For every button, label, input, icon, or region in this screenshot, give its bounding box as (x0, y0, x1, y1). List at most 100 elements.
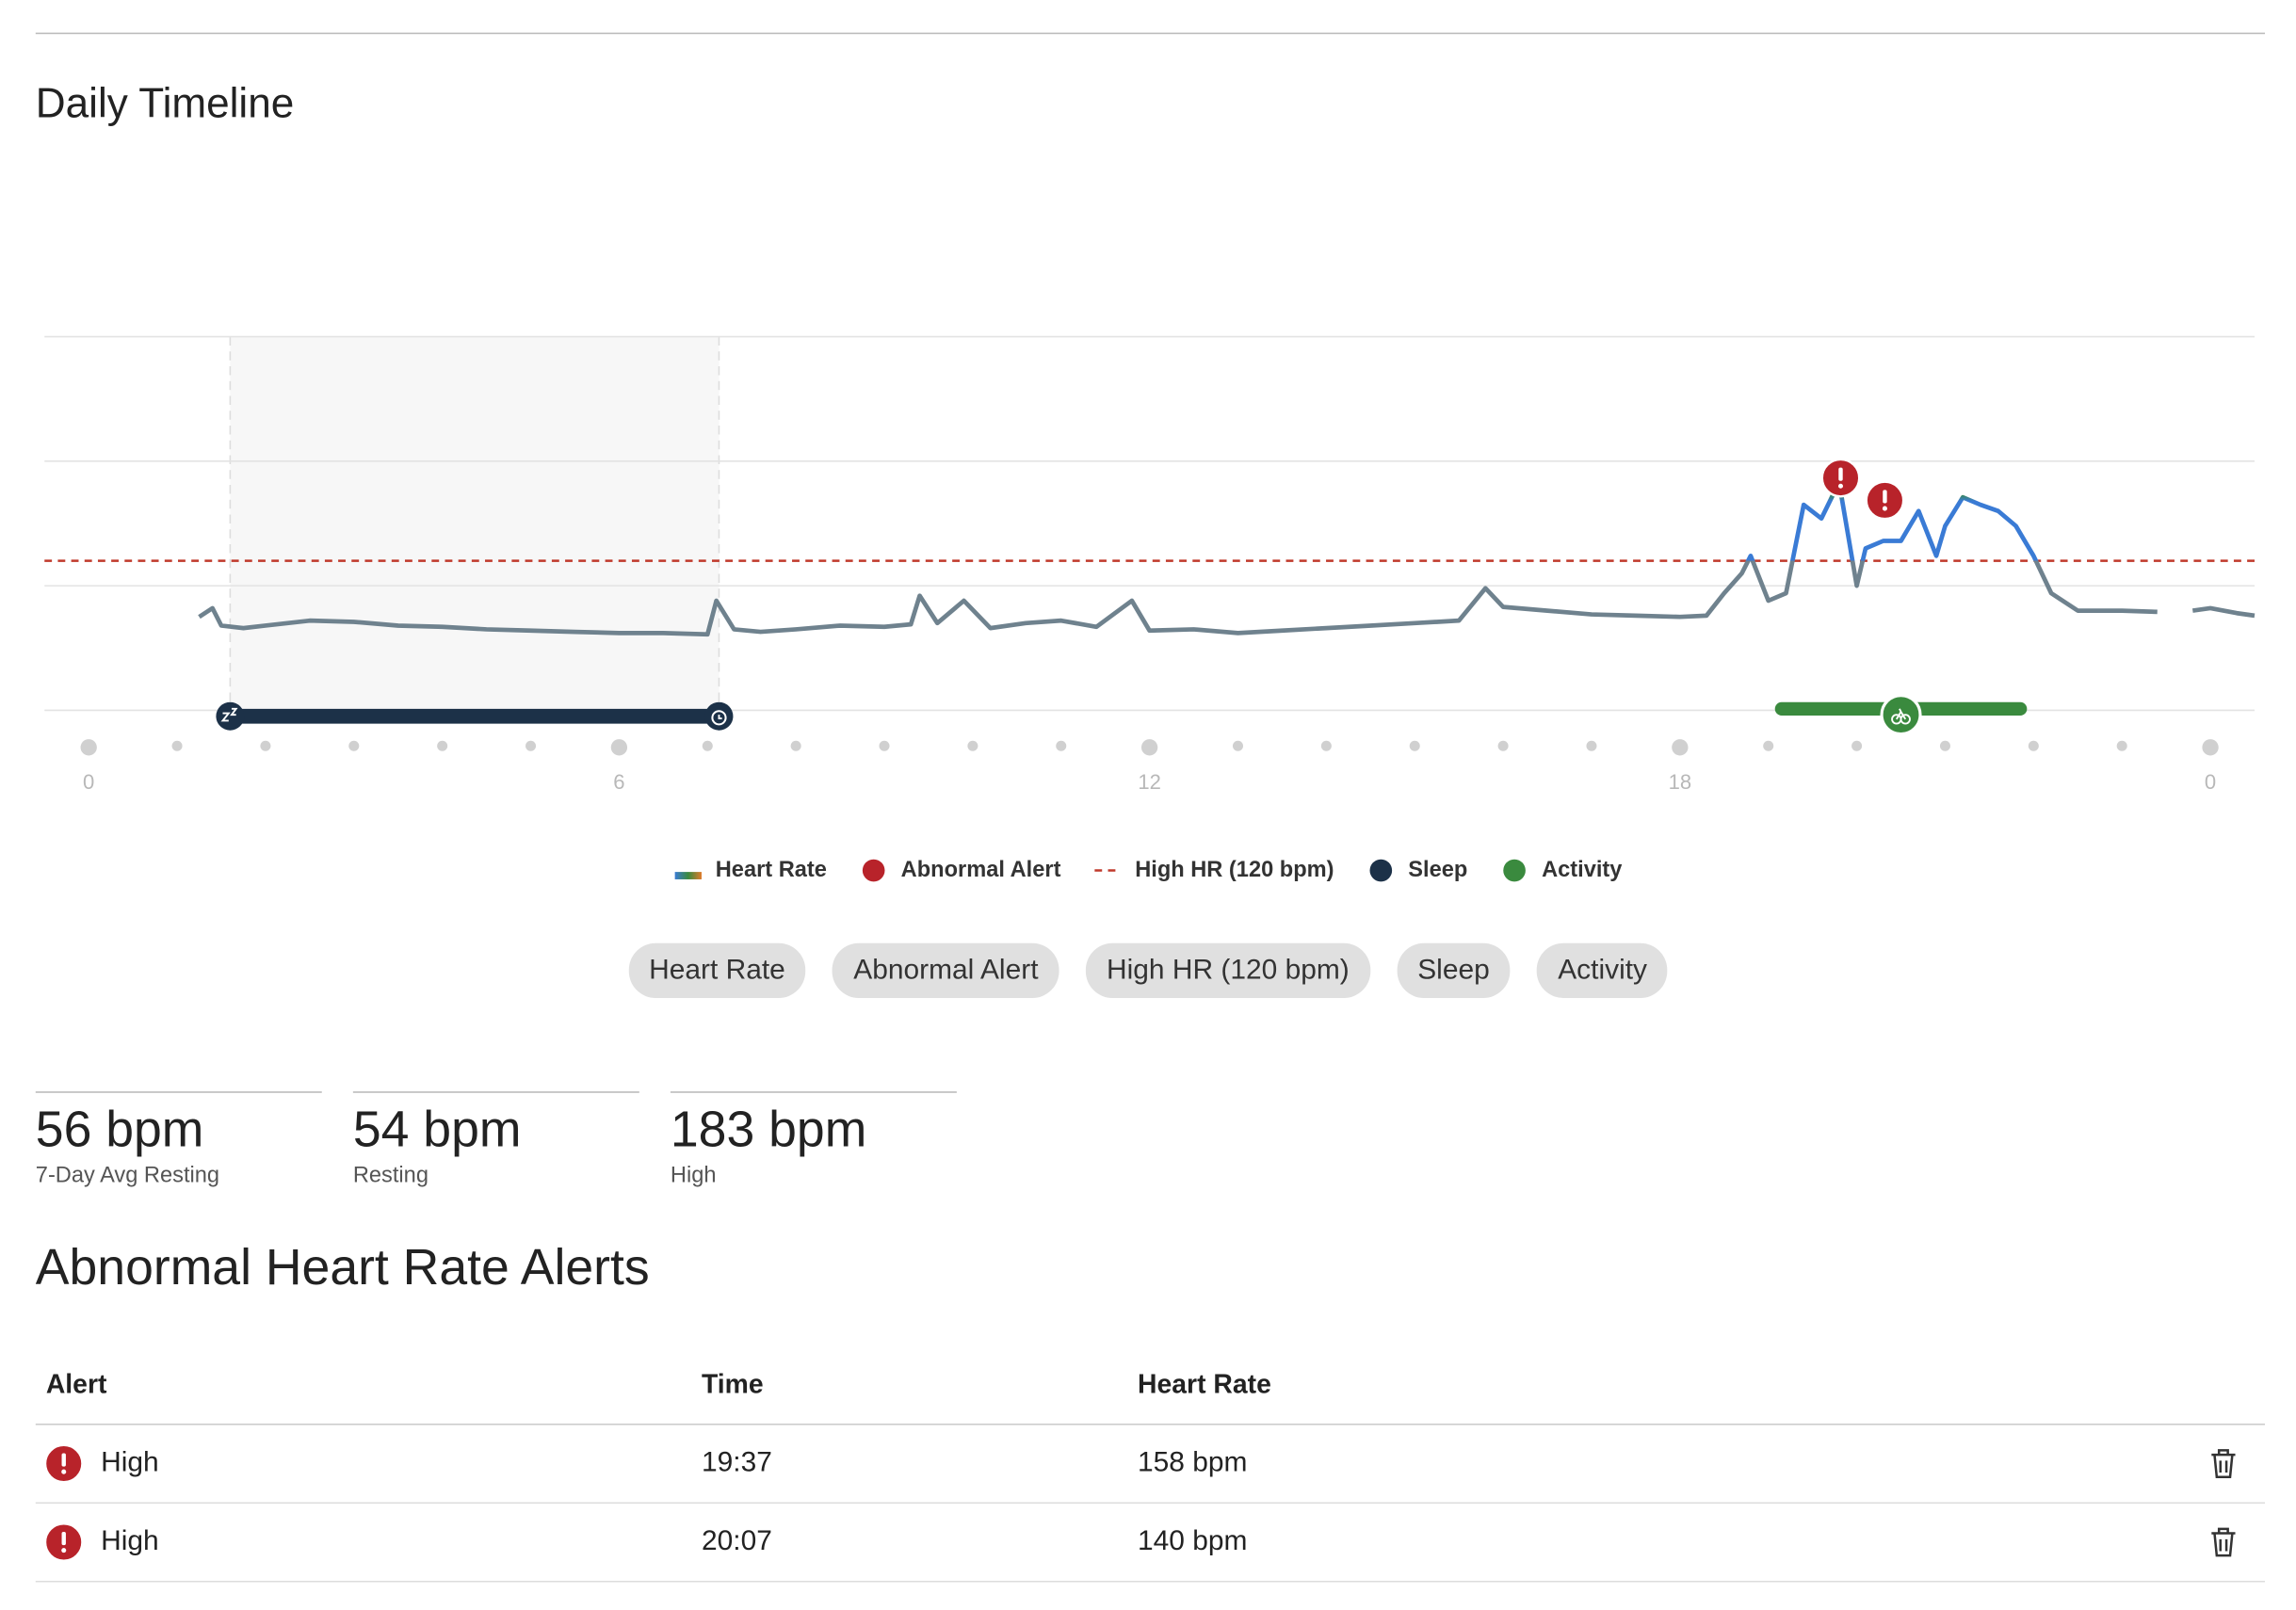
stat-value: 54 bpm (352, 1102, 522, 1159)
filter-chip[interactable]: Heart Rate (628, 942, 806, 998)
header-cell: Alert (45, 1369, 107, 1400)
x-minor-dot (879, 740, 890, 751)
table-row: High 19:37 158 bpm (35, 1425, 2266, 1505)
legend-swatch (675, 871, 703, 879)
x-minor-dot (2028, 740, 2039, 751)
alert-dot (61, 1469, 67, 1474)
swatch (1503, 858, 1527, 881)
section-title: Abnormal Heart Rate Alerts (35, 1239, 650, 1296)
alert-badge (43, 1443, 84, 1484)
x-minor-dot (790, 740, 801, 751)
activity-icon (1880, 694, 1922, 736)
stat-label: Resting (352, 1162, 428, 1188)
header-cell: Time (701, 1369, 764, 1400)
stat: 54 bpm Resting (352, 1091, 639, 1188)
delete-button[interactable] (2208, 1526, 2239, 1559)
legend-item: High HR (120 bpm) (1093, 857, 1334, 882)
x-minor-dot (1056, 740, 1067, 751)
alert-dot (61, 1548, 67, 1554)
stat-label: High (670, 1162, 717, 1188)
legend: Heart Rate Abnormal Alert High HR (120 bpm… (0, 857, 2296, 882)
x-minor-dot (1851, 740, 1863, 751)
x-minor-dot (2116, 740, 2127, 751)
stat: 56 bpm 7-Day Avg Resting (35, 1091, 322, 1188)
sleep-end-icon (216, 701, 245, 731)
alert-dot (1882, 506, 1887, 511)
stat-label: 7-Day Avg Resting (35, 1162, 220, 1188)
alert-icon (43, 1443, 84, 1484)
alert-bang (1838, 467, 1843, 481)
x-tick-label: 0 (2205, 770, 2216, 794)
filter-chip[interactable]: High HR (120 bpm) (1085, 942, 1370, 998)
alert-dot (1837, 483, 1844, 489)
legend-swatch (1370, 858, 1393, 881)
x-tick-dot (610, 739, 628, 756)
table-row: High 20:07 140 bpm (35, 1504, 2266, 1583)
x-tick-label: 6 (613, 770, 624, 794)
legend-label: Abnormal Alert (900, 857, 1061, 883)
filter-chip[interactable]: Activity (1537, 942, 1669, 998)
swatch (1370, 858, 1393, 881)
legend-item: Abnormal Alert (860, 857, 1061, 883)
legend-swatch (1094, 868, 1123, 871)
x-minor-dot (525, 740, 537, 751)
x-minor-dot (1409, 740, 1420, 751)
table-cell: 158 bpm (1138, 1447, 1248, 1479)
alert-marker (1820, 458, 1861, 498)
legend-label: Heart Rate (715, 857, 827, 883)
page-title: Daily Timeline (35, 80, 295, 126)
x-minor-dot (1232, 740, 1244, 751)
table-cell: High (101, 1525, 159, 1557)
alert-badge (43, 1522, 84, 1562)
stat-value: 183 bpm (670, 1102, 867, 1159)
trash-icon (2211, 1449, 2236, 1478)
table-cell: 19:37 (701, 1447, 772, 1479)
x-minor-dot (1586, 740, 1597, 751)
table-cell: High (101, 1447, 159, 1479)
x-tick-label: 0 (83, 770, 94, 794)
alert-bang (1883, 490, 1887, 504)
x-minor-dot (437, 740, 448, 751)
trash-icon (2211, 1527, 2236, 1557)
sleep-shade (230, 336, 720, 711)
alert-bang (61, 1453, 66, 1467)
legend-label: Sleep (1408, 857, 1468, 883)
delete-button[interactable] (2208, 1447, 2239, 1480)
x-minor-dot (348, 740, 360, 751)
swatch (675, 871, 703, 879)
legend-label: High HR (120 bpm) (1135, 857, 1334, 883)
alert-bang (61, 1531, 66, 1546)
legend-swatch (1503, 858, 1527, 881)
x-minor-dot (1763, 740, 1774, 751)
x-tick-label: 18 (1669, 770, 1692, 794)
x-tick-dot (2202, 739, 2219, 756)
alarm-icon (711, 710, 727, 726)
filter-chip[interactable]: Abnormal Alert (833, 942, 1059, 998)
alert-icon (43, 1522, 84, 1562)
filter-chip[interactable]: Sleep (1397, 942, 1511, 998)
legend-label: Activity (1542, 857, 1623, 883)
alerts-table: Alert Time Heart Rate High 19:37 158 bpm High 2… (35, 1346, 2266, 1583)
x-minor-dot (1497, 740, 1509, 751)
header-cell: Heart Rate (1138, 1369, 1271, 1400)
swatch (863, 858, 886, 881)
x-minor-dot (1320, 740, 1332, 751)
table-cell: 20:07 (701, 1525, 772, 1557)
timeline-chart: 0 6 12 18 0 (44, 335, 2256, 794)
x-minor-dot (171, 740, 183, 751)
x-minor-dot (260, 740, 271, 751)
divider (35, 32, 2266, 35)
table-header: Alert Time Heart Rate (35, 1346, 2266, 1425)
legend-item: Activity (1500, 857, 1622, 882)
x-tick-dot (80, 739, 97, 756)
x-tick-dot (1672, 739, 1689, 756)
legend-item: Heart Rate (674, 857, 827, 882)
x-minor-dot (967, 740, 978, 751)
stat: 183 bpm High (670, 1091, 957, 1188)
x-tick-label: 12 (1138, 770, 1161, 794)
legend-item: Sleep (1366, 857, 1467, 882)
alarm-hand (718, 715, 722, 720)
x-tick-dot (1140, 739, 1158, 756)
